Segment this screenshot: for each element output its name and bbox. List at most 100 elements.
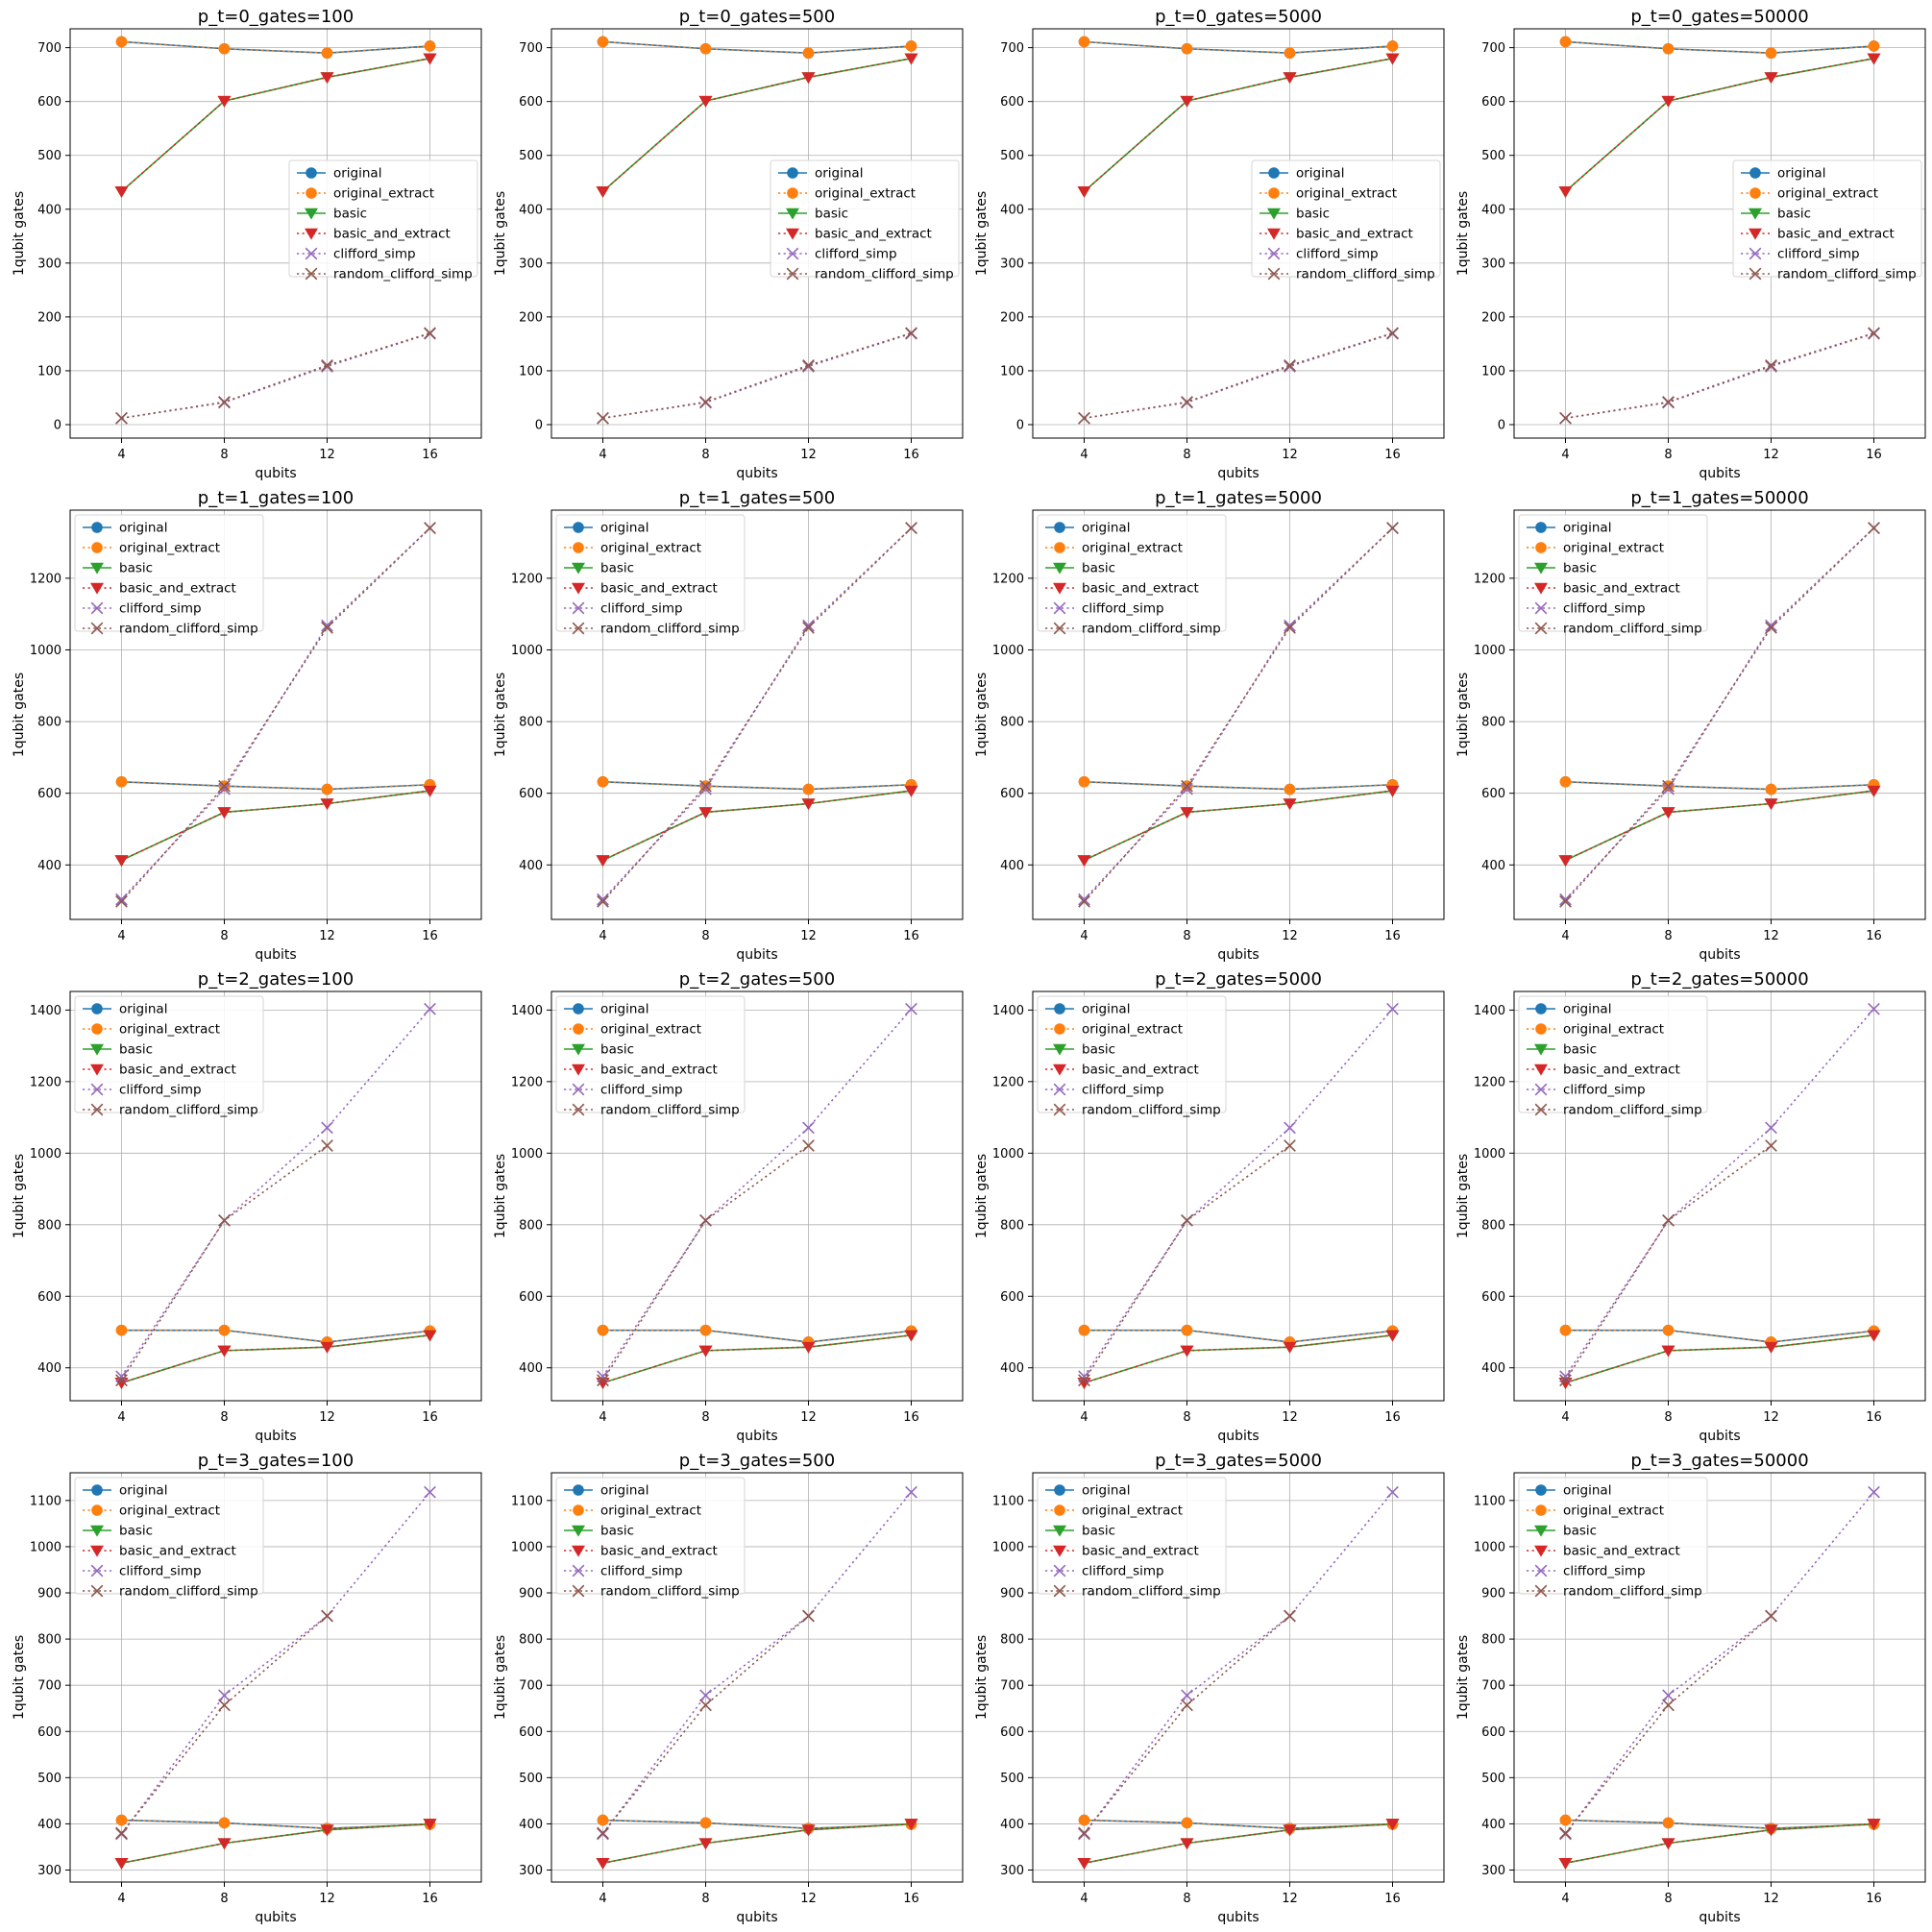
legend-label: basic [1777, 207, 1811, 222]
legend-marker [572, 1043, 585, 1056]
x-tick-label: 16 [903, 929, 919, 943]
y-tick-label: 1000 [30, 644, 61, 658]
legend-marker [1534, 1584, 1548, 1598]
series-group [1077, 522, 1400, 908]
y-tick-label: 800 [37, 1218, 61, 1233]
data-point [1181, 779, 1193, 793]
series-line [1084, 1329, 1393, 1343]
data-point [1765, 358, 1777, 372]
series-group [596, 1002, 918, 1390]
data-point [802, 1139, 815, 1152]
y-tick-label: 300 [519, 1864, 543, 1878]
legend-marker [1268, 187, 1280, 199]
data-point [1078, 1814, 1090, 1826]
legend-marker [91, 522, 103, 533]
y-tick-label: 800 [1000, 1633, 1024, 1648]
y-axis-label: 1qubit gates [493, 1635, 508, 1720]
chart-panel: 4 8 12 16 0 100 200 300 400 500 600 700 p_t=0_gates=… [974, 7, 1445, 481]
x-tick-label: 8 [701, 448, 709, 462]
series-group [596, 522, 918, 908]
series-line [1084, 1822, 1393, 1865]
data-point [1765, 1121, 1777, 1135]
series-line [1084, 331, 1393, 420]
legend-label: random_clifford_simp [1563, 1584, 1702, 1600]
y-tick-label: 200 [37, 310, 61, 325]
legend-label: clifford_simp [1082, 1083, 1164, 1098]
legend-label: clifford_simp [600, 1083, 683, 1098]
data-point [596, 855, 610, 868]
y-tick-label: 0 [1016, 418, 1024, 432]
chart-title: p_t=0_gates=100 [198, 7, 354, 27]
data-point [1077, 855, 1091, 868]
x-tick-label: 12 [319, 1410, 335, 1425]
chart-panel: 4 8 12 16 300 400 500 600 700 800 900 1000 1100 p_t=3… [12, 1451, 482, 1925]
data-point [1385, 785, 1400, 797]
series-group [1558, 522, 1881, 908]
legend-label: basic_and_extract [1082, 1544, 1199, 1559]
y-tick-label: 800 [1000, 716, 1024, 730]
data-point [1386, 327, 1399, 340]
x-tick-label: 16 [903, 1892, 919, 1906]
data-point [596, 1858, 610, 1870]
series-group [596, 36, 918, 425]
data-point [218, 1699, 231, 1712]
chart-panel: 4 8 12 16 300 400 500 600 700 800 900 1000 1100 p_t=3… [1455, 1451, 1926, 1925]
data-point [1559, 36, 1572, 48]
chart-title: p_t=1_gates=100 [198, 488, 354, 508]
x-tick-label: 12 [1763, 1410, 1779, 1425]
legend-marker [1535, 1504, 1547, 1516]
legend-label: original_extract [600, 1022, 701, 1038]
legend-box [1037, 1477, 1227, 1595]
series-line [602, 1334, 912, 1384]
data-point [597, 1826, 609, 1840]
y-tick-label: 400 [1000, 859, 1024, 873]
data-point [1764, 1824, 1778, 1837]
series-line [1565, 331, 1874, 420]
chart-panel: 4 8 12 16 300 400 500 600 700 800 900 1000 1100 p_t=3… [974, 1451, 1445, 1925]
data-point [698, 1838, 713, 1850]
series-line [121, 1334, 430, 1384]
data-point [698, 95, 713, 108]
y-tick-label: 1200 [30, 1075, 61, 1089]
x-tick-label: 16 [422, 1892, 438, 1906]
series-group [1558, 1485, 1881, 1870]
y-tick-label: 700 [1481, 1679, 1505, 1694]
chart-panel: 4 8 12 16 0 100 200 300 400 500 600 700 p_t=0_gates=… [12, 7, 482, 481]
x-tick-label: 12 [319, 448, 335, 462]
y-tick-label: 800 [519, 716, 543, 730]
legend-marker [572, 1083, 585, 1096]
legend-label: random_clifford_simp [119, 622, 258, 637]
chart-title: p_t=0_gates=5000 [1155, 7, 1322, 27]
data-point [904, 1819, 918, 1831]
y-tick-label: 300 [1000, 1864, 1024, 1878]
legend-label: basic_and_extract [119, 1063, 236, 1078]
legend-label: original [600, 521, 648, 536]
legend-marker [1749, 208, 1762, 220]
y-axis-label: 1qubit gates [974, 191, 990, 276]
legend-marker [1053, 1525, 1066, 1537]
series-line [602, 1334, 912, 1384]
y-tick-label: 500 [519, 1772, 543, 1786]
legend-label: basic [1563, 1042, 1597, 1058]
legend-label: random_clifford_simp [1777, 267, 1917, 282]
x-tick-label: 12 [800, 1892, 817, 1906]
data-point [597, 1814, 609, 1826]
data-point [1765, 783, 1777, 795]
y-tick-label: 800 [1000, 1218, 1024, 1233]
legend-box [555, 1477, 746, 1595]
legend-box [555, 995, 746, 1113]
data-point [217, 1838, 232, 1850]
series-line [1084, 1822, 1393, 1865]
x-tick-label: 16 [1384, 1410, 1401, 1425]
legend-label: basic_and_extract [600, 581, 718, 597]
data-point [1662, 42, 1675, 55]
x-tick-label: 8 [1664, 929, 1672, 943]
legend-box [1251, 159, 1441, 278]
chart-panel: 4 8 12 16 400 600 800 1000 1200 1400 p_t=2_gates=1… [12, 969, 482, 1444]
legend-box [74, 995, 264, 1113]
legend-marker [572, 1525, 585, 1537]
data-point [1181, 1699, 1193, 1712]
data-point [1559, 894, 1572, 908]
series-line [602, 1822, 912, 1865]
